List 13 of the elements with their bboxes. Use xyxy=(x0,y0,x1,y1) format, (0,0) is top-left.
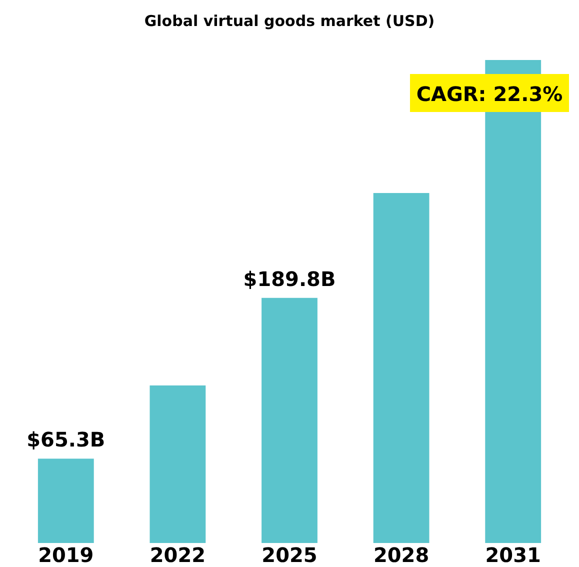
x-tick-label: 2031 xyxy=(485,543,541,567)
bar xyxy=(262,298,318,543)
chart-title: Global virtual goods market (USD) xyxy=(144,12,435,30)
x-tick-label: 2022 xyxy=(150,543,206,567)
data-label: $189.8B xyxy=(243,266,336,291)
x-tick-label: 2028 xyxy=(373,543,430,567)
bar xyxy=(38,458,94,543)
x-tick-label: 2019 xyxy=(38,543,94,567)
data-label: $65.3B xyxy=(26,428,106,452)
bar xyxy=(373,193,430,543)
annotation: CAGR: 22.3% xyxy=(416,82,563,106)
bar xyxy=(150,385,206,543)
x-tick-label: 2025 xyxy=(262,543,318,567)
